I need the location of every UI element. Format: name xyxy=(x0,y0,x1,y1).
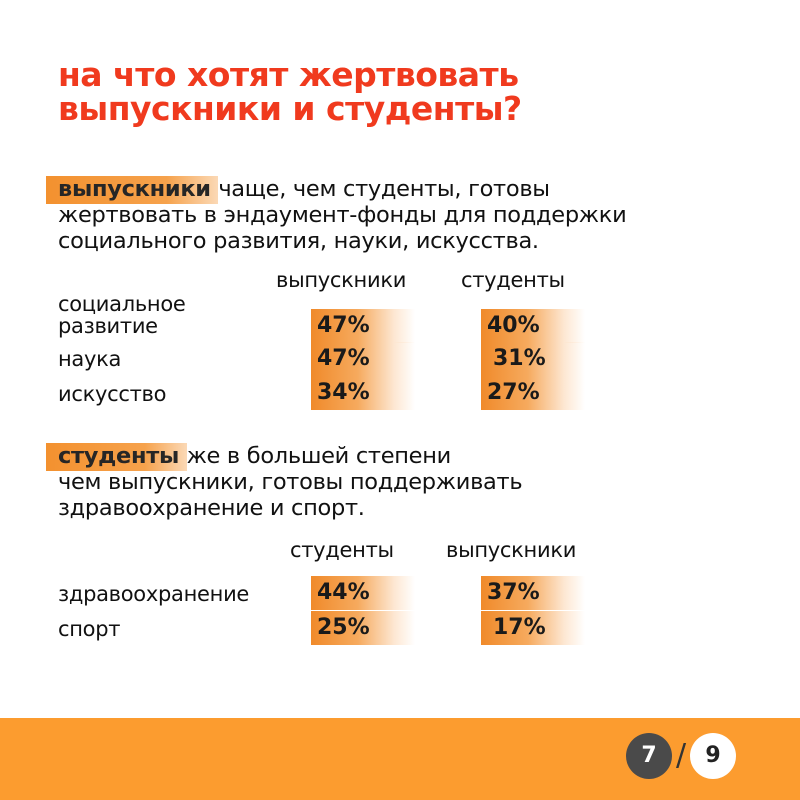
section2-lead: студенты же в большей степени чем выпуск… xyxy=(46,443,523,521)
section1-row3-value-1: 34% xyxy=(311,376,415,410)
section2-row-label: спорт xyxy=(58,617,121,641)
section2-row1-value-1: 44% xyxy=(311,576,415,610)
section2-row2-value-2: 17% xyxy=(481,611,585,645)
page-current-indicator: 7 xyxy=(626,733,672,779)
section2-row2-value-1: 25% xyxy=(311,611,415,645)
section1-row3-value-2: 27% xyxy=(481,376,585,410)
section2-col-header-1: студенты xyxy=(290,538,394,562)
section2-line1-rest: же в большей степени xyxy=(186,443,452,469)
section1-col-header-2: студенты xyxy=(461,268,565,292)
section1-row-label: искусство xyxy=(58,382,167,406)
section1-line1-rest: чаще, чем студенты, готовы xyxy=(218,176,550,202)
page-title: на что хотят жертвовать выпускники и сту… xyxy=(58,58,522,126)
section1-lead: выпускники чаще, чем студенты, готовы же… xyxy=(46,176,627,254)
section2-line3: здравоохранение и спорт. xyxy=(58,495,365,521)
section1-line3: социального развития, науки, искусства. xyxy=(58,228,539,254)
section1-row1-value-2: 40% xyxy=(481,309,585,343)
page-separator: / xyxy=(676,738,687,773)
section2-highlight: студенты xyxy=(46,443,187,471)
section2-col-header-2: выпускники xyxy=(446,538,577,562)
title-line-1: на что хотят жертвовать xyxy=(58,55,519,94)
section2-row-label: здравоохранение xyxy=(58,582,250,606)
section1-col-header-1: выпускники xyxy=(276,268,407,292)
section1-highlight: выпускники xyxy=(46,176,219,204)
title-line-2: выпускники и студенты? xyxy=(58,89,522,128)
section2-row1-value-2: 37% xyxy=(481,576,585,610)
section1-line2: жертвовать в эндаумент-фонды для поддерж… xyxy=(58,202,627,228)
section1-row2-value-2: 31% xyxy=(481,342,585,376)
section2-line2: чем выпускники, готовы поддерживать xyxy=(58,469,523,495)
section1-row-label: наука xyxy=(58,347,122,371)
section1-row1-value-1: 47% xyxy=(311,309,415,343)
section1-row-label: социальное развитие xyxy=(58,292,186,338)
section1-row2-value-1: 47% xyxy=(311,342,415,376)
page-total-indicator: 9 xyxy=(690,733,736,779)
